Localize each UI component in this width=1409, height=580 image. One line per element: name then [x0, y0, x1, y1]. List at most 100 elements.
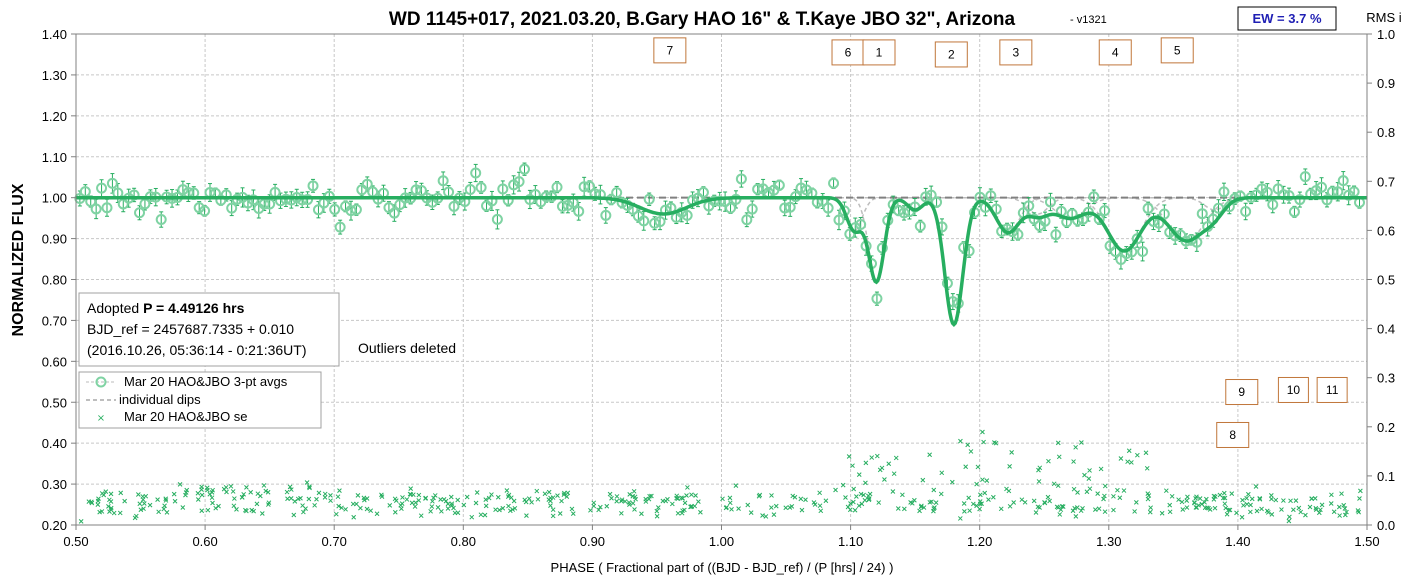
dip-box-label-8: 8	[1229, 428, 1236, 442]
rms-mark	[523, 499, 529, 505]
rms-mark	[792, 494, 798, 500]
chart-title: WD 1145+017, 2021.03.20, B.Gary HAO 16" …	[389, 9, 1016, 30]
rms-mark	[118, 490, 124, 496]
rms-mark	[183, 492, 188, 498]
rms-mark	[322, 495, 328, 500]
rms-mark	[1268, 493, 1274, 498]
rms-mark	[500, 505, 506, 511]
rms-mark	[416, 498, 422, 503]
rms-mark	[1303, 512, 1308, 518]
flux-point	[1044, 196, 1056, 208]
rms-mark	[156, 509, 162, 515]
rms-mark	[966, 495, 972, 501]
rms-mark	[171, 491, 177, 497]
rms-mark	[140, 497, 146, 502]
flux-point	[448, 200, 460, 212]
rms-mark	[817, 490, 822, 496]
rms-mark	[927, 452, 933, 458]
dip-curve-2	[889, 196, 1019, 326]
rms-mark	[1259, 506, 1264, 512]
flux-point	[893, 205, 905, 217]
rms-mark	[1344, 509, 1349, 515]
rms-mark	[1111, 507, 1116, 513]
rms-mark	[1184, 498, 1190, 503]
flux-point	[773, 179, 785, 191]
dip-label-boxes: 7 6 1 2 3 4 5 9 10 11 8	[653, 37, 1348, 448]
rms-mark	[429, 504, 435, 509]
x-tick-label: 0.50	[63, 534, 88, 549]
x-tick-label: 1.40	[1225, 534, 1250, 549]
rms-mark	[886, 461, 892, 467]
rms-mark	[428, 508, 434, 514]
rms-mark	[882, 477, 887, 482]
rms-mark	[1079, 440, 1084, 445]
y2-tick-label: 0.2	[1377, 420, 1395, 435]
rms-mark	[106, 504, 111, 509]
y2-tick-label: 0.5	[1377, 273, 1395, 288]
rms-mark	[137, 501, 143, 507]
y-tick-label: 0.30	[42, 477, 67, 492]
rms-mark	[431, 495, 436, 501]
rms-mark	[1046, 458, 1051, 464]
rms-mark	[696, 499, 701, 504]
rms-mark	[632, 507, 637, 512]
rms-mark	[689, 492, 694, 498]
flux-point	[725, 202, 737, 214]
flux-point	[134, 207, 146, 219]
rms-mark	[1339, 491, 1344, 497]
rms-mark	[1286, 518, 1292, 524]
rms-mark	[1031, 498, 1037, 504]
rms-mark	[399, 501, 405, 506]
rms-mark	[912, 497, 917, 503]
rms-mark	[147, 502, 153, 508]
dip-box-label-1: 1	[876, 45, 883, 59]
rms-mark	[859, 501, 865, 507]
rms-mark	[633, 496, 638, 502]
flux-point	[985, 190, 997, 202]
rms-mark	[848, 501, 853, 506]
rms-mark	[1356, 509, 1362, 515]
y-tick-label: 0.50	[42, 395, 67, 410]
flux-point	[508, 179, 520, 191]
rms-mark	[307, 485, 312, 491]
flux-point	[1088, 191, 1100, 203]
rms-mark	[438, 497, 443, 502]
flux-point	[177, 184, 189, 196]
rms-mark	[451, 505, 456, 511]
rms-mark	[962, 509, 967, 514]
flux-point	[361, 178, 373, 190]
rms-mark	[967, 508, 972, 514]
rms-mark	[619, 498, 624, 504]
rms-mark	[464, 494, 470, 500]
flux-point	[1294, 194, 1306, 206]
rms-mark	[1331, 509, 1337, 515]
rms-mark	[980, 477, 985, 483]
rms-mark	[984, 478, 990, 483]
rms-mark	[555, 493, 560, 498]
rms-mark	[1078, 508, 1084, 514]
rms-mark	[195, 490, 201, 496]
rms-mark	[209, 495, 215, 501]
dip-box-label-9: 9	[1238, 385, 1245, 399]
rms-mark	[241, 491, 247, 497]
rms-mark	[1227, 507, 1233, 513]
rms-mark	[455, 497, 461, 503]
rms-mark	[1202, 505, 1208, 511]
rms-mark	[771, 512, 777, 517]
flux-point	[925, 189, 937, 201]
y2-tick-label: 0.8	[1377, 125, 1395, 140]
flux-point	[828, 177, 840, 189]
rms-mark	[852, 507, 858, 513]
rms-mark	[931, 487, 937, 493]
flux-point	[226, 202, 238, 214]
rms-mark	[823, 498, 829, 504]
rms-mark	[876, 500, 882, 505]
rms-mark	[483, 503, 489, 509]
rms-mark	[861, 492, 866, 498]
rms-mark	[970, 501, 976, 507]
rms-mark	[1203, 496, 1209, 502]
rms-mark	[1288, 498, 1293, 504]
rms-mark	[1102, 483, 1108, 489]
rms-mark	[682, 500, 688, 506]
rms-mark	[1096, 506, 1102, 512]
